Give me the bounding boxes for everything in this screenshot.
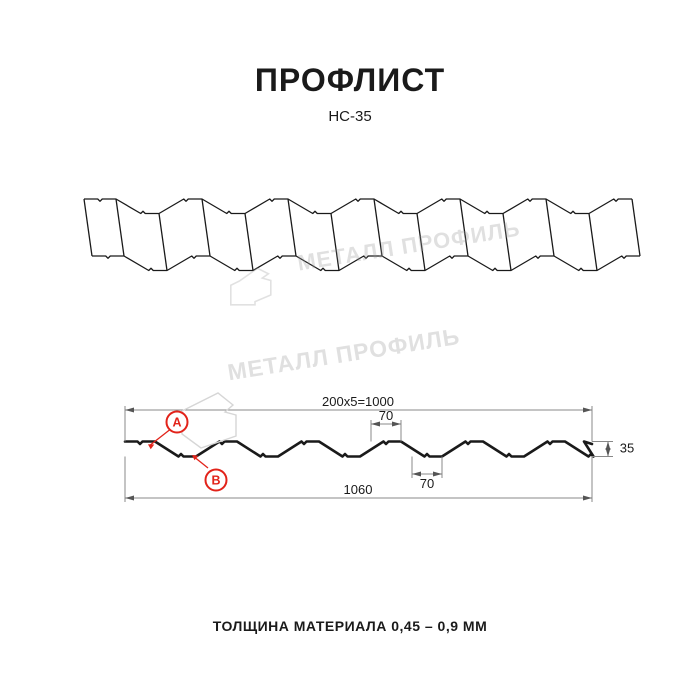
- svg-text:МЕТАЛЛ ПРОФИЛЬ: МЕТАЛЛ ПРОФИЛЬ: [226, 323, 462, 385]
- svg-text:1060: 1060: [344, 482, 373, 497]
- svg-text:200x5=1000: 200x5=1000: [322, 394, 394, 409]
- svg-text:35: 35: [620, 441, 634, 456]
- svg-text:70: 70: [379, 408, 393, 423]
- svg-text:B: B: [211, 474, 220, 488]
- svg-text:МЕТАЛЛ ПРОФИЛЬ: МЕТАЛЛ ПРОФИЛЬ: [296, 216, 522, 276]
- svg-text:A: A: [172, 416, 181, 430]
- svg-text:70: 70: [420, 476, 434, 491]
